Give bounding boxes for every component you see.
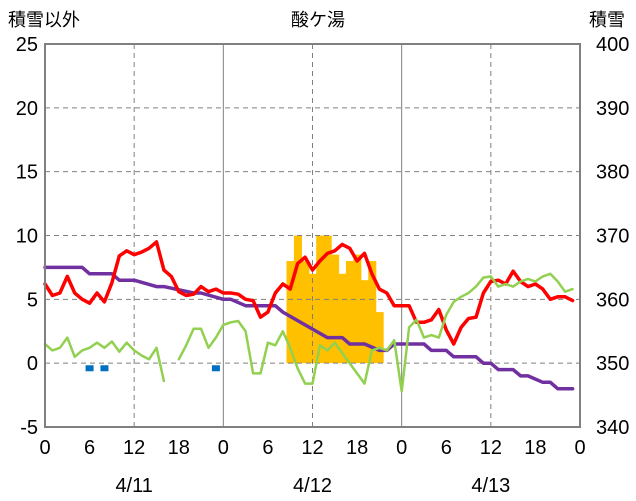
right-tick-label: 360 (596, 289, 629, 311)
x-tick-label: 6 (84, 437, 95, 459)
sunshine-markers (85, 365, 220, 372)
x-tick-label: 0 (574, 437, 585, 459)
precip-bar (331, 254, 340, 364)
date-label: 4/13 (471, 475, 510, 497)
left-axis-label: 積雪以外 (8, 10, 80, 30)
x-tick-label: 12 (301, 437, 323, 459)
precip-bar (345, 261, 354, 364)
x-tick-labels: 0 6 12 18 0 6 12 18 0 6 12 18 0 (39, 437, 585, 459)
left-tick-label: 5 (27, 289, 38, 311)
right-tick-label: 380 (596, 162, 629, 184)
left-tick-label: 10 (16, 226, 38, 248)
chart-title: 酸ケ湯 (291, 10, 345, 30)
precip-bar (368, 261, 377, 364)
series-line-0 (43, 265, 575, 391)
precip-bar (286, 261, 295, 364)
right-tick-label: 370 (596, 226, 629, 248)
x-tick-label: 18 (168, 437, 190, 459)
x-tick-label: 6 (262, 437, 273, 459)
x-tick-label: 0 (39, 437, 50, 459)
precip-bar (301, 261, 310, 364)
precip-bar (316, 235, 325, 364)
series-line-2 (43, 272, 574, 393)
x-tick-label: 18 (524, 437, 546, 459)
date-label: 4/12 (293, 475, 332, 497)
right-tick-label: 390 (596, 98, 629, 120)
date-labels: 4/11 4/12 4/13 (115, 475, 510, 497)
plot-frame (44, 43, 581, 428)
right-tick-label: 350 (596, 353, 629, 375)
precip-bar (375, 312, 384, 364)
left-tick-labels: 25 20 15 10 5 0 -5 (16, 34, 38, 439)
left-tick-label: 25 (16, 34, 38, 56)
date-label: 4/11 (115, 475, 152, 497)
series-line-1 (43, 240, 575, 346)
x-tick-label: 0 (396, 437, 407, 459)
right-tick-label: 340 (596, 417, 629, 439)
sunshine-mark (211, 365, 220, 372)
x-tick-label: 6 (441, 437, 452, 459)
x-tick-label: 12 (480, 437, 502, 459)
left-tick-label: 15 (16, 162, 38, 184)
right-axis-label: 積雪 (589, 10, 625, 30)
x-tick-label: 0 (218, 437, 229, 459)
right-tick-labels: 400 390 380 370 360 350 340 (596, 34, 629, 439)
x-tick-label: 18 (346, 437, 368, 459)
sunshine-mark (85, 365, 94, 372)
precip-bar (338, 273, 347, 364)
x-tick-label: 12 (123, 437, 145, 459)
left-tick-label: 0 (27, 353, 38, 375)
left-tick-label: 20 (16, 98, 38, 120)
sunshine-mark (100, 365, 109, 372)
precip-bar (360, 280, 369, 364)
right-tick-label: 400 (596, 34, 629, 56)
series-lines (43, 240, 575, 393)
left-tick-label: -5 (20, 417, 38, 439)
precip-bar (353, 254, 362, 364)
